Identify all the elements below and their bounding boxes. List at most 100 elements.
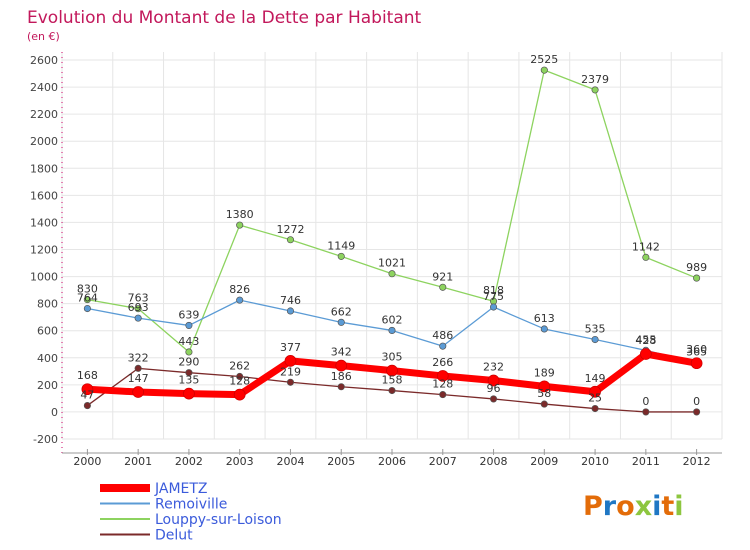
data-point [388, 270, 396, 278]
data-point [693, 274, 701, 282]
y-tick-label: 2200 [30, 108, 58, 121]
x-tick-label: 2006 [378, 455, 406, 468]
data-label: 764 [77, 292, 98, 305]
y-tick-label: -200 [33, 433, 58, 446]
proxiti-logo-text: Proxiti [583, 491, 684, 522]
data-label: 232 [483, 361, 504, 374]
data-label: 58 [537, 387, 551, 400]
data-point [284, 355, 297, 367]
logo-letter: i [652, 491, 661, 522]
data-point [388, 386, 396, 395]
data-label: 830 [77, 283, 98, 296]
data-label: 486 [432, 329, 453, 342]
chart-subtitle: (en €) [27, 30, 60, 43]
x-tick-label: 2007 [429, 455, 457, 468]
data-label: 2379 [581, 73, 609, 86]
data-label: 128 [229, 375, 250, 388]
data-label: 775 [483, 290, 504, 303]
x-tick-label: 2010 [581, 455, 609, 468]
x-tick-label: 2001 [124, 455, 152, 468]
data-point [337, 318, 345, 326]
data-point [540, 66, 548, 74]
data-label: 149 [585, 372, 606, 385]
data-point [693, 408, 701, 416]
data-point [589, 385, 601, 398]
data-label: 290 [178, 356, 199, 369]
data-label: 322 [128, 351, 149, 364]
data-label: 1380 [226, 208, 254, 221]
data-point [388, 326, 396, 334]
data-point [132, 386, 145, 398]
data-point [81, 383, 94, 396]
data-point [642, 408, 650, 416]
logo-letter: t [661, 491, 674, 522]
data-label: 613 [534, 312, 555, 325]
data-label: 443 [178, 335, 199, 348]
data-label: 0 [642, 395, 649, 408]
x-tick-label: 2002 [175, 455, 203, 468]
data-point [286, 307, 295, 315]
y-tick-label: 1200 [30, 244, 58, 257]
data-label: 602 [382, 313, 403, 326]
data-labels: 47 322 290 262 219 186 158 128 96 58 25 0 0 830 763 443… [77, 53, 707, 408]
x-tick-label: 2004 [276, 455, 304, 468]
data-point [236, 372, 244, 381]
legend-label: Remoiville [155, 497, 227, 513]
data-label: 1272 [276, 223, 304, 236]
y-tick-label: 800 [37, 298, 58, 311]
data-point [286, 378, 295, 386]
data-point [183, 387, 195, 400]
data-point [489, 395, 498, 403]
data-point [591, 335, 599, 344]
data-label: 219 [280, 365, 301, 378]
data-label: 158 [382, 374, 403, 387]
data-label: 266 [432, 356, 453, 369]
y-tick-label: 2000 [30, 135, 58, 148]
data-point [236, 221, 244, 229]
data-label: 921 [432, 270, 453, 283]
x-tick-label: 2003 [226, 455, 254, 468]
logo-letter: i [674, 491, 683, 522]
data-label: 989 [686, 261, 707, 274]
data-label: 168 [77, 369, 98, 382]
proxiti-logo: Proxiti [583, 491, 684, 522]
data-label: 2525 [530, 53, 558, 66]
data-point [233, 388, 246, 401]
data-point [639, 348, 652, 360]
data-label: 47 [80, 389, 94, 402]
axes: -200020040060080010001200140016001800200… [30, 52, 722, 468]
data-label: 262 [229, 359, 250, 372]
y-tick-label: 2600 [30, 54, 58, 67]
data-point [487, 374, 500, 387]
data-label: 342 [331, 346, 352, 359]
data-point [337, 383, 345, 391]
x-tick-label: 2009 [530, 455, 558, 468]
data-point [337, 252, 345, 260]
series-layer [81, 66, 703, 416]
y-tick-label: 0 [51, 406, 58, 419]
data-point [540, 325, 548, 333]
data-label: 455 [635, 333, 656, 346]
data-label: 365 [686, 346, 707, 359]
data-point [439, 391, 447, 399]
data-point [185, 369, 193, 377]
data-point [185, 348, 193, 356]
logo-letter: r [603, 491, 617, 522]
legend-label: Louppy-sur-Loison [155, 512, 282, 528]
logo-letter: x [635, 491, 652, 522]
data-point [386, 364, 398, 377]
y-tick-label: 600 [37, 325, 58, 338]
y-tick-label: 1800 [30, 162, 58, 175]
data-label: 1149 [327, 239, 355, 252]
data-point [538, 380, 551, 393]
data-point [83, 402, 91, 410]
data-label: 25 [588, 392, 602, 405]
data-label: 186 [331, 370, 352, 383]
legend-label: Delut [155, 528, 193, 544]
data-label: 826 [229, 283, 250, 296]
data-point [591, 404, 599, 413]
data-label: 535 [585, 323, 606, 336]
x-tick-label: 2008 [480, 455, 508, 468]
data-label: 1021 [378, 257, 406, 270]
